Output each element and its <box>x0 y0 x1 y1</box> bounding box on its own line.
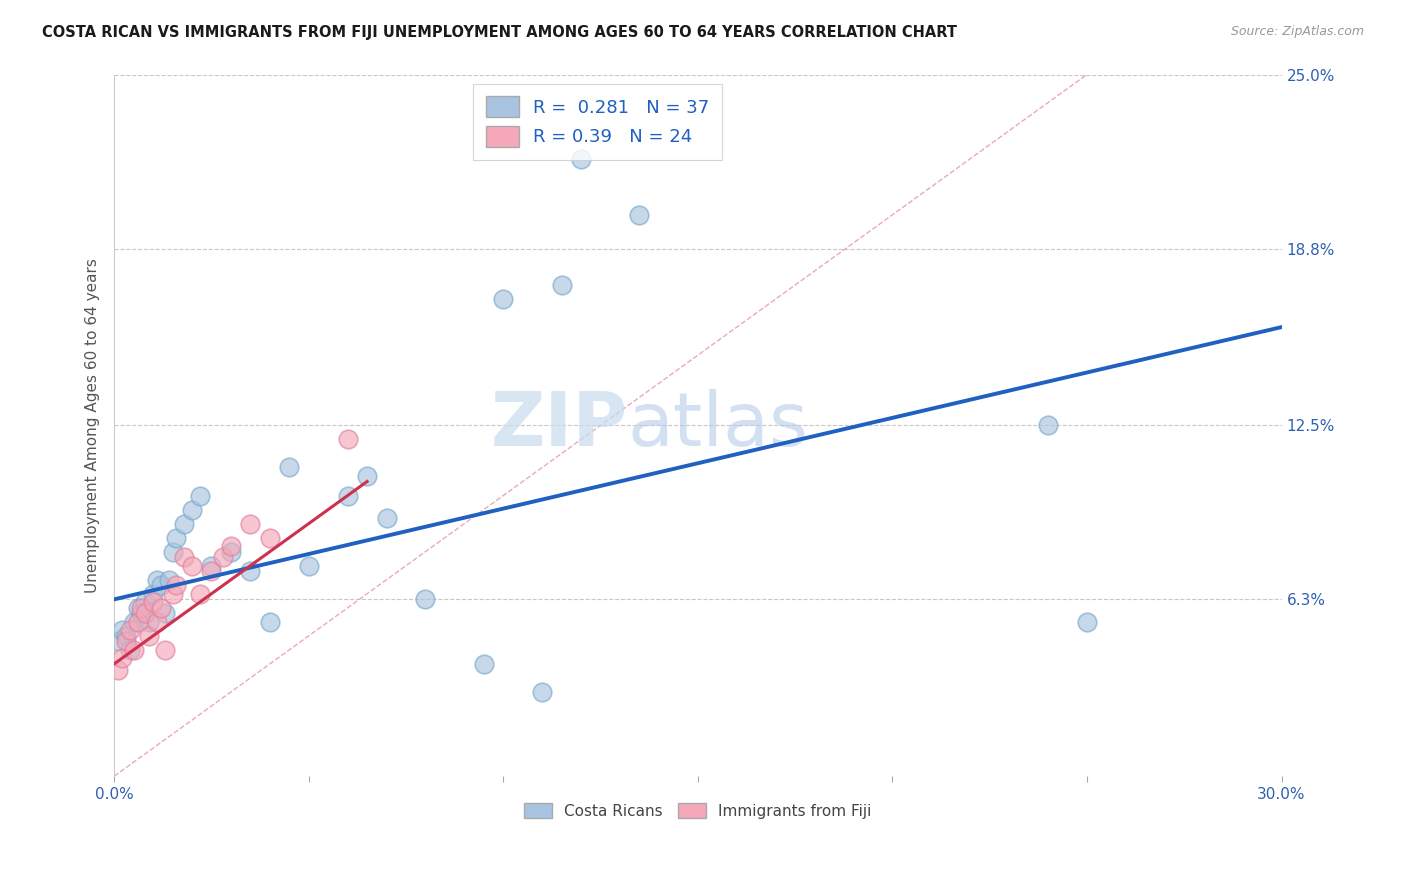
Point <box>138 615 160 629</box>
Point <box>122 643 145 657</box>
Point <box>375 511 398 525</box>
Point <box>146 615 169 629</box>
Point <box>239 564 262 578</box>
Point <box>127 600 149 615</box>
Point <box>111 651 134 665</box>
Point <box>118 643 141 657</box>
Point <box>278 460 301 475</box>
Point <box>188 587 211 601</box>
Point <box>1036 418 1059 433</box>
Point <box>146 573 169 587</box>
Point <box>259 615 281 629</box>
Point <box>628 208 651 222</box>
Point <box>173 550 195 565</box>
Point <box>219 544 242 558</box>
Point <box>336 433 359 447</box>
Point <box>472 657 495 671</box>
Point <box>569 152 592 166</box>
Point <box>153 643 176 657</box>
Point <box>492 292 515 306</box>
Point <box>219 539 242 553</box>
Point <box>107 663 129 677</box>
Y-axis label: Unemployment Among Ages 60 to 64 years: Unemployment Among Ages 60 to 64 years <box>86 258 100 593</box>
Point <box>115 634 138 648</box>
Point <box>142 587 165 601</box>
Point <box>239 516 262 531</box>
Text: atlas: atlas <box>628 389 808 462</box>
Point <box>107 634 129 648</box>
Point <box>181 502 204 516</box>
Point <box>162 587 184 601</box>
Point <box>134 607 156 621</box>
Point <box>298 558 321 573</box>
Point <box>142 595 165 609</box>
Text: ZIP: ZIP <box>491 389 628 462</box>
Point <box>134 595 156 609</box>
Point <box>118 624 141 638</box>
Point <box>1076 615 1098 629</box>
Point <box>131 607 153 621</box>
Legend: Costa Ricans, Immigrants from Fiji: Costa Ricans, Immigrants from Fiji <box>519 797 877 825</box>
Point <box>415 592 437 607</box>
Point <box>127 615 149 629</box>
Point <box>162 544 184 558</box>
Point <box>138 629 160 643</box>
Point <box>122 615 145 629</box>
Point <box>356 468 378 483</box>
Point <box>188 489 211 503</box>
Text: COSTA RICAN VS IMMIGRANTS FROM FIJI UNEMPLOYMENT AMONG AGES 60 TO 64 YEARS CORRE: COSTA RICAN VS IMMIGRANTS FROM FIJI UNEM… <box>42 25 957 40</box>
Point <box>165 531 187 545</box>
Point <box>200 558 222 573</box>
Point <box>200 564 222 578</box>
Point <box>259 531 281 545</box>
Point <box>153 607 176 621</box>
Point <box>115 629 138 643</box>
Point <box>149 578 172 592</box>
Point <box>149 600 172 615</box>
Point <box>336 489 359 503</box>
Point <box>111 624 134 638</box>
Point <box>181 558 204 573</box>
Point <box>212 550 235 565</box>
Point <box>531 685 554 699</box>
Point <box>550 278 572 293</box>
Point <box>131 600 153 615</box>
Text: Source: ZipAtlas.com: Source: ZipAtlas.com <box>1230 25 1364 38</box>
Point <box>157 573 180 587</box>
Point <box>173 516 195 531</box>
Point <box>165 578 187 592</box>
